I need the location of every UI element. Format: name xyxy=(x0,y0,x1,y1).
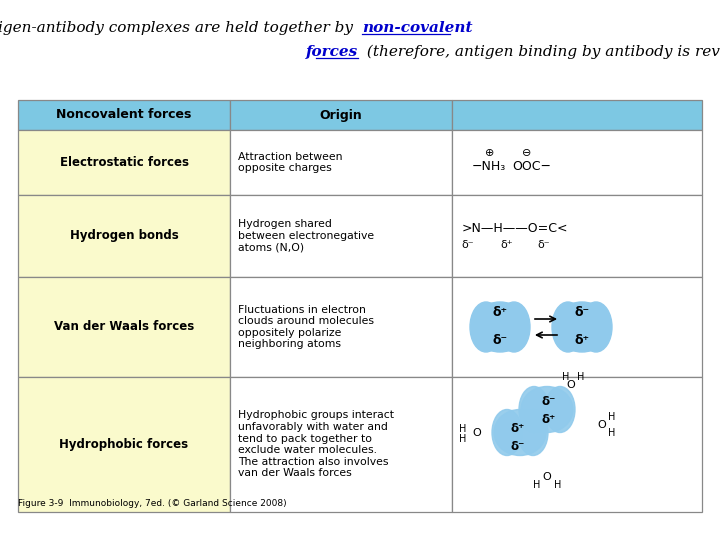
FancyBboxPatch shape xyxy=(18,130,230,195)
FancyBboxPatch shape xyxy=(230,100,452,130)
Text: forces: forces xyxy=(306,45,358,59)
Ellipse shape xyxy=(518,409,548,456)
Ellipse shape xyxy=(545,387,575,433)
Text: non-covalent: non-covalent xyxy=(362,21,472,35)
Text: Origin: Origin xyxy=(320,109,362,122)
Text: H: H xyxy=(577,372,585,381)
Text: δ⁻: δ⁻ xyxy=(510,440,525,453)
FancyBboxPatch shape xyxy=(230,377,452,512)
Text: O: O xyxy=(598,420,606,429)
Text: δ⁻: δ⁻ xyxy=(538,240,550,250)
Text: ⊖: ⊖ xyxy=(522,147,531,158)
Ellipse shape xyxy=(521,387,573,433)
Text: H: H xyxy=(608,428,616,437)
Ellipse shape xyxy=(580,302,612,352)
Text: Hydrophobic forces: Hydrophobic forces xyxy=(60,438,189,451)
FancyBboxPatch shape xyxy=(452,100,702,130)
Ellipse shape xyxy=(494,409,546,456)
FancyBboxPatch shape xyxy=(452,195,702,277)
FancyBboxPatch shape xyxy=(230,195,452,277)
Text: Attraction between
opposite charges: Attraction between opposite charges xyxy=(238,152,343,173)
Text: δ⁻: δ⁻ xyxy=(575,307,590,320)
FancyBboxPatch shape xyxy=(18,377,230,512)
Text: Figure 3-9  Immunobiology, 7ed. (© Garland Science 2008): Figure 3-9 Immunobiology, 7ed. (© Garlan… xyxy=(18,500,287,509)
Text: O: O xyxy=(543,471,552,482)
Text: δ⁺: δ⁺ xyxy=(575,334,590,348)
Text: H: H xyxy=(459,423,466,434)
Text: ⊕: ⊕ xyxy=(485,147,495,158)
Text: H: H xyxy=(554,480,562,489)
Text: −NH₃: −NH₃ xyxy=(472,160,506,173)
Text: H: H xyxy=(533,480,540,489)
Text: δ⁻: δ⁻ xyxy=(462,240,474,250)
Text: (therefore, antigen binding by antibody is reversible): (therefore, antigen binding by antibody … xyxy=(362,45,720,59)
Text: δ⁻: δ⁻ xyxy=(542,395,556,408)
Text: Hydrophobic groups interact
unfavorably with water and
tend to pack together to
: Hydrophobic groups interact unfavorably … xyxy=(238,410,394,478)
Text: Van der Waals forces: Van der Waals forces xyxy=(54,321,194,334)
Text: Antigen-antibody complexes are held together by: Antigen-antibody complexes are held toge… xyxy=(0,21,358,35)
Text: H: H xyxy=(608,411,616,422)
FancyBboxPatch shape xyxy=(18,277,230,377)
Text: δ⁺: δ⁺ xyxy=(492,307,508,320)
FancyBboxPatch shape xyxy=(230,130,452,195)
Text: H: H xyxy=(562,372,569,381)
Text: Noncovalent forces: Noncovalent forces xyxy=(56,109,192,122)
Text: δ⁻: δ⁻ xyxy=(492,334,508,348)
Ellipse shape xyxy=(492,409,522,456)
Text: Electrostatic forces: Electrostatic forces xyxy=(60,156,189,169)
Ellipse shape xyxy=(552,302,584,352)
Text: δ⁺: δ⁺ xyxy=(542,413,556,426)
Ellipse shape xyxy=(554,302,610,352)
Text: δ⁺: δ⁺ xyxy=(511,422,525,435)
Text: Hydrogen shared
between electronegative
atoms (N,O): Hydrogen shared between electronegative … xyxy=(238,219,374,253)
Text: O: O xyxy=(472,429,481,438)
Ellipse shape xyxy=(519,387,549,433)
FancyBboxPatch shape xyxy=(18,195,230,277)
FancyBboxPatch shape xyxy=(452,130,702,195)
Text: OOC−: OOC− xyxy=(512,160,551,173)
Ellipse shape xyxy=(498,302,530,352)
FancyBboxPatch shape xyxy=(452,277,702,377)
Text: >N—H——O=C<: >N—H——O=C< xyxy=(462,221,569,234)
Ellipse shape xyxy=(472,302,528,352)
FancyBboxPatch shape xyxy=(230,277,452,377)
FancyBboxPatch shape xyxy=(452,377,702,512)
Ellipse shape xyxy=(470,302,502,352)
Text: Hydrogen bonds: Hydrogen bonds xyxy=(70,230,179,242)
Text: δ⁺: δ⁺ xyxy=(500,240,513,250)
FancyBboxPatch shape xyxy=(18,100,230,130)
Text: O: O xyxy=(567,380,575,389)
Text: Fluctuations in electron
clouds around molecules
oppositely polarize
neighboring: Fluctuations in electron clouds around m… xyxy=(238,305,374,349)
Text: H: H xyxy=(459,434,466,443)
